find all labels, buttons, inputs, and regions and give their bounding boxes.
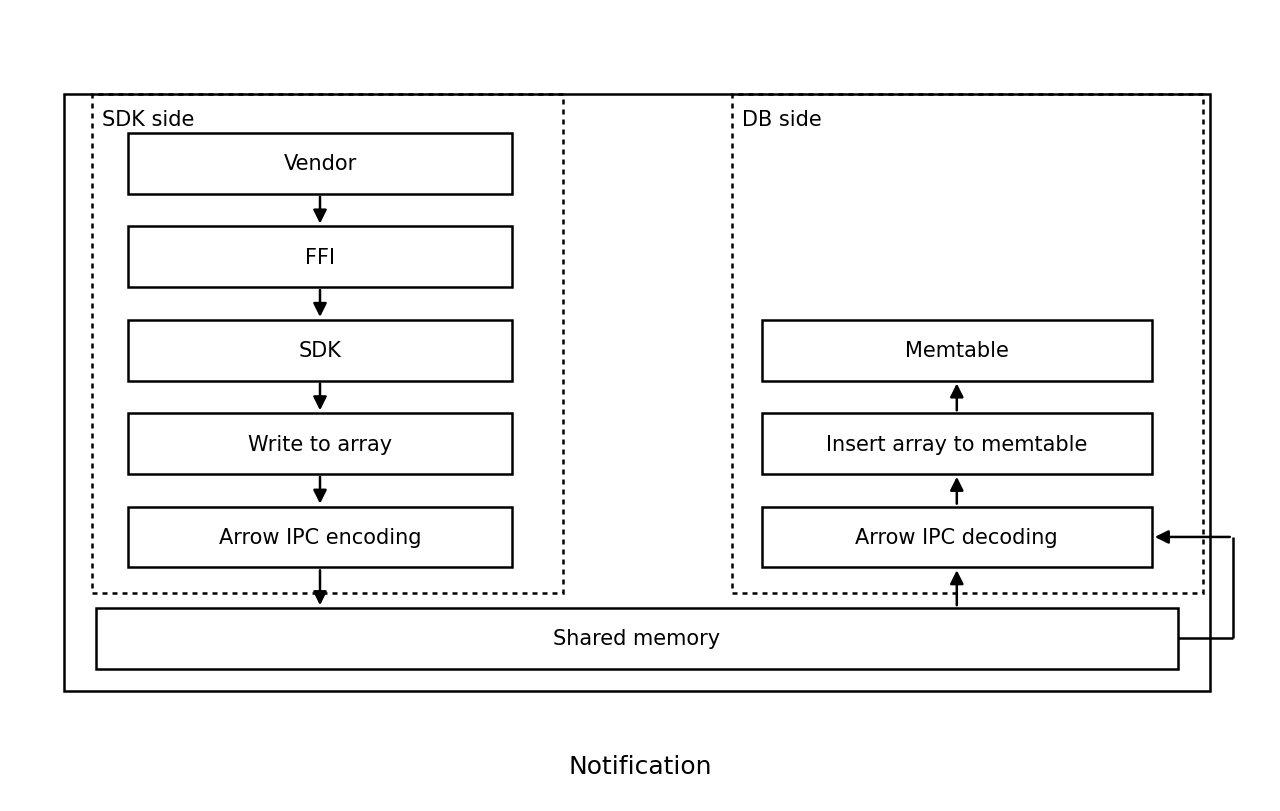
Text: Vendor: Vendor: [283, 154, 357, 174]
Text: Write to array: Write to array: [248, 434, 392, 454]
Bar: [762, 507, 1152, 568]
Text: FFI: FFI: [305, 247, 335, 268]
Bar: [128, 414, 512, 474]
Text: Insert array to memtable: Insert array to memtable: [826, 434, 1088, 454]
Text: Notification: Notification: [568, 754, 712, 779]
Text: Shared memory: Shared memory: [553, 629, 721, 649]
Bar: [762, 414, 1152, 474]
Bar: [128, 134, 512, 195]
Text: SDK: SDK: [298, 341, 342, 361]
Text: Arrow IPC encoding: Arrow IPC encoding: [219, 527, 421, 547]
Text: Memtable: Memtable: [905, 341, 1009, 361]
Bar: [732, 95, 1203, 594]
Bar: [64, 95, 1210, 691]
Bar: [762, 320, 1152, 381]
Text: Arrow IPC decoding: Arrow IPC decoding: [855, 527, 1059, 547]
Bar: [128, 320, 512, 381]
Bar: [92, 95, 563, 594]
Text: SDK side: SDK side: [102, 109, 195, 130]
Bar: [96, 608, 1178, 669]
Bar: [128, 507, 512, 568]
Text: DB side: DB side: [742, 109, 822, 130]
Bar: [128, 227, 512, 288]
